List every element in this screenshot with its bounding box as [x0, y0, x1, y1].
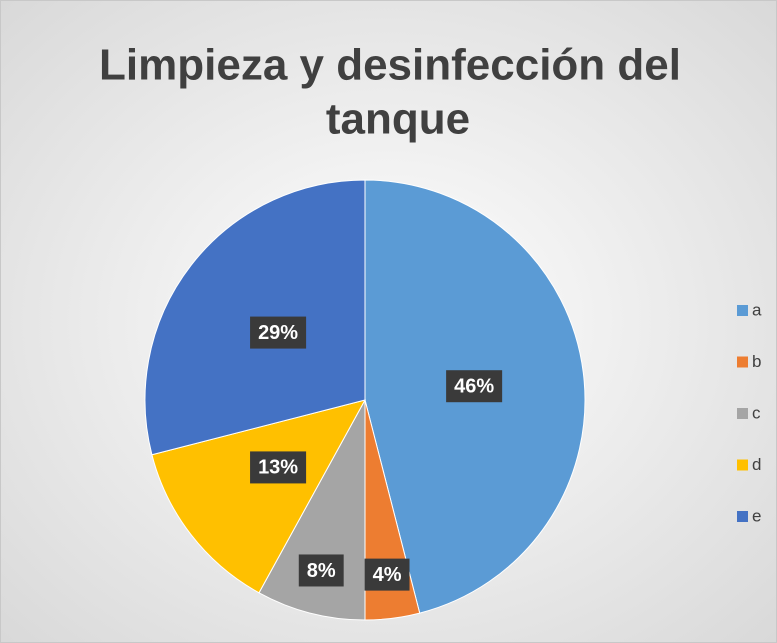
legend-swatch — [737, 356, 748, 368]
data-label: 4% — [373, 564, 402, 586]
data-label: 13% — [258, 457, 298, 479]
data-label-box — [446, 370, 503, 403]
legend-swatch — [737, 511, 748, 522]
data-label-box — [298, 554, 344, 587]
legend-swatch — [737, 305, 748, 316]
legend-label: a — [752, 300, 762, 319]
data-label: 46% — [454, 375, 494, 397]
legend-label: b — [752, 352, 761, 371]
legend-label: d — [752, 455, 761, 474]
legend-label: c — [752, 403, 761, 422]
legend-swatch — [737, 408, 748, 419]
chart-title: Limpieza y desinfección del — [99, 41, 681, 90]
chart-title: tanque — [326, 95, 470, 144]
data-label: 8% — [307, 560, 336, 582]
data-label-box — [250, 316, 307, 349]
data-label: 29% — [258, 322, 298, 344]
pie-slice — [151, 399, 366, 594]
legend-swatch — [737, 459, 748, 471]
data-label-box — [364, 558, 410, 591]
legend-label: e — [752, 506, 761, 525]
data-label-box — [250, 451, 307, 484]
